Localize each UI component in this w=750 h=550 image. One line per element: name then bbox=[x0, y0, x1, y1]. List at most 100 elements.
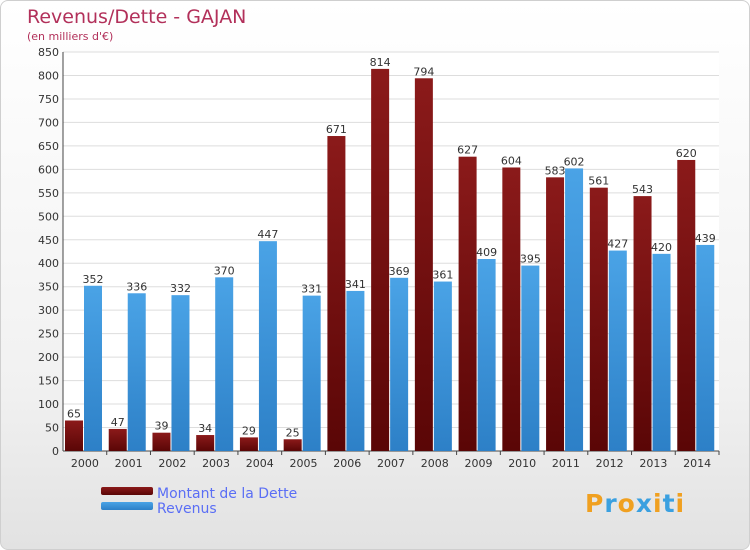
bar-revenus bbox=[346, 290, 365, 451]
legend-swatch-revenus bbox=[101, 502, 153, 510]
chart-title: Revenus/Dette - GAJAN bbox=[27, 6, 247, 28]
data-label-revenus: 331 bbox=[301, 283, 322, 296]
bar-dette bbox=[458, 156, 477, 451]
bar-dette bbox=[327, 136, 346, 451]
x-tick-label: 2000 bbox=[71, 457, 99, 470]
bar-dette bbox=[152, 432, 171, 451]
logo-letter: o bbox=[617, 489, 636, 518]
y-tick-label: 850 bbox=[38, 46, 59, 59]
bar-revenus bbox=[696, 244, 715, 451]
y-tick-label: 300 bbox=[38, 304, 59, 317]
x-tick-label: 2002 bbox=[158, 457, 186, 470]
bar-revenus bbox=[127, 293, 146, 451]
x-tick-label: 2008 bbox=[421, 457, 449, 470]
x-tick-label: 2010 bbox=[508, 457, 536, 470]
y-tick-label: 750 bbox=[38, 93, 59, 106]
data-label-revenus: 361 bbox=[432, 269, 453, 282]
data-label-revenus: 395 bbox=[520, 253, 541, 266]
x-tick-label: 2005 bbox=[290, 457, 318, 470]
x-tick-label: 2001 bbox=[115, 457, 143, 470]
y-tick-label: 700 bbox=[38, 116, 59, 129]
data-label-revenus: 602 bbox=[564, 155, 585, 168]
data-label-revenus: 369 bbox=[389, 265, 410, 278]
data-label-dette: 814 bbox=[370, 56, 391, 69]
y-tick-label: 600 bbox=[38, 163, 59, 176]
x-tick-label: 2007 bbox=[377, 457, 405, 470]
logo-letter: x bbox=[635, 489, 653, 518]
bar-dette bbox=[196, 435, 215, 451]
bar-dette bbox=[589, 187, 608, 451]
data-label-dette: 794 bbox=[413, 65, 434, 78]
data-label-dette: 604 bbox=[501, 154, 522, 167]
bar-revenus bbox=[608, 250, 627, 451]
logo-letter: r bbox=[604, 489, 618, 518]
data-label-dette: 29 bbox=[242, 424, 256, 437]
y-tick-label: 150 bbox=[38, 375, 59, 388]
x-tick-label: 2011 bbox=[552, 457, 580, 470]
bar-dette bbox=[414, 78, 433, 452]
data-label-dette: 583 bbox=[545, 164, 566, 177]
x-tick-label: 2006 bbox=[333, 457, 361, 470]
y-tick-label: 100 bbox=[38, 398, 59, 411]
chart-subtitle: (en milliers d'€) bbox=[27, 30, 114, 43]
y-tick-label: 250 bbox=[38, 328, 59, 341]
data-label-dette: 627 bbox=[457, 144, 478, 157]
bar-dette bbox=[371, 68, 390, 451]
legend-label-revenus: Revenus bbox=[157, 501, 217, 517]
y-tick-label: 800 bbox=[38, 69, 59, 82]
bar-revenus bbox=[433, 281, 452, 451]
y-tick-label: 400 bbox=[38, 257, 59, 270]
data-label-revenus: 439 bbox=[695, 232, 716, 245]
legend-swatch-dette bbox=[101, 487, 153, 495]
data-label-revenus: 427 bbox=[607, 238, 628, 251]
data-label-revenus: 352 bbox=[83, 273, 104, 286]
bar-revenus bbox=[215, 277, 234, 451]
bar-dette bbox=[239, 437, 258, 451]
data-label-dette: 543 bbox=[632, 183, 653, 196]
y-tick-label: 350 bbox=[38, 281, 59, 294]
data-label-revenus: 341 bbox=[345, 278, 366, 291]
bar-revenus bbox=[84, 285, 102, 451]
bar-dette bbox=[65, 420, 83, 451]
x-tick-label: 2014 bbox=[683, 457, 711, 470]
bar-revenus bbox=[258, 241, 277, 451]
data-label-dette: 561 bbox=[588, 175, 609, 188]
bar-dette bbox=[283, 439, 302, 451]
bar-revenus bbox=[390, 277, 409, 451]
data-label-revenus: 447 bbox=[257, 228, 278, 241]
x-tick-label: 2012 bbox=[596, 457, 624, 470]
data-label-dette: 620 bbox=[676, 147, 697, 160]
x-tick-label: 2003 bbox=[202, 457, 230, 470]
logo-letter: P bbox=[585, 489, 605, 518]
y-tick-label: 550 bbox=[38, 187, 59, 200]
bar-revenus bbox=[565, 168, 584, 451]
data-label-dette: 34 bbox=[198, 422, 212, 435]
data-label-revenus: 370 bbox=[214, 264, 235, 277]
x-tick-label: 2013 bbox=[639, 457, 667, 470]
data-label-revenus: 420 bbox=[651, 241, 672, 254]
legend-label-dette: Montant de la Dette bbox=[157, 486, 298, 502]
bar-revenus bbox=[477, 259, 496, 451]
y-tick-label: 200 bbox=[38, 351, 59, 364]
logo-letter: t bbox=[662, 489, 676, 518]
logo-letter: i bbox=[653, 489, 663, 518]
bar-revenus bbox=[171, 295, 190, 451]
y-tick-label: 450 bbox=[38, 234, 59, 247]
bar-revenus bbox=[652, 253, 671, 451]
data-label-dette: 39 bbox=[154, 420, 168, 433]
data-label-dette: 65 bbox=[67, 407, 81, 420]
bar-dette bbox=[633, 196, 652, 451]
data-label-revenus: 332 bbox=[170, 282, 191, 295]
x-tick-label: 2009 bbox=[464, 457, 492, 470]
bar-dette bbox=[502, 167, 521, 452]
bar-revenus bbox=[521, 265, 540, 451]
y-tick-label: 650 bbox=[38, 140, 59, 153]
proxiti-logo: Proxiti bbox=[585, 489, 685, 518]
bar-dette bbox=[546, 177, 565, 451]
data-label-dette: 25 bbox=[286, 426, 300, 439]
y-tick-label: 0 bbox=[52, 445, 59, 458]
logo-letter: i bbox=[675, 489, 686, 518]
bar-revenus bbox=[302, 295, 321, 451]
